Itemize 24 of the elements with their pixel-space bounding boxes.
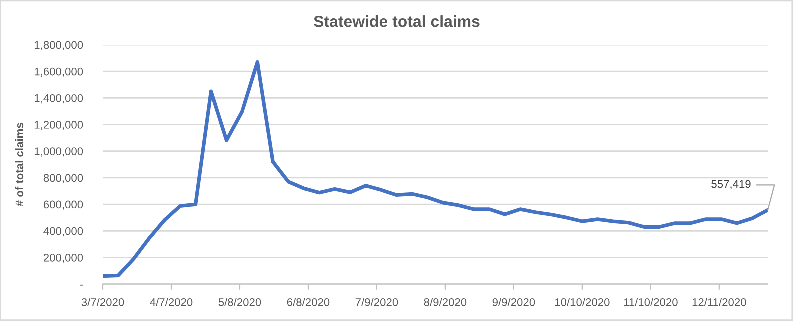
y-tick-label: 1,200,000 (34, 121, 84, 130)
y-tick-label: 200,000 (44, 254, 84, 264)
x-tick-label: 11/10/2020 (624, 298, 678, 306)
x-tick-label: 8/9/2020 (424, 298, 467, 306)
line-series (103, 60, 768, 278)
chart-title: Statewide total claims (314, 16, 480, 28)
x-tick-label: 12/11/2020 (692, 298, 746, 306)
x-tick-label: 5/8/2020 (218, 298, 262, 306)
y-tick-label: 400,000 (44, 227, 84, 237)
x-tick-label: 9/9/2020 (492, 298, 536, 306)
x-tick-label: 3/7/2020 (82, 298, 124, 306)
y-axis-title: # of total claims (15, 123, 24, 206)
y-tick-label: 1,800,000 (34, 41, 84, 50)
data-label: 557,419 (712, 180, 751, 190)
y-tick-label: 1,000,000 (34, 148, 84, 157)
y-tick-label: 1,600,000 (34, 68, 84, 78)
y-tick-label: 800,000 (44, 174, 84, 184)
x-tick-label: 6/8/2020 (287, 298, 330, 306)
y-tick-label: 1,400,000 (34, 94, 84, 104)
x-tick-label: 4/7/2020 (150, 298, 193, 306)
x-tick-label: 10/10/2020 (555, 298, 610, 306)
y-tick-label: - (80, 284, 84, 286)
x-tick-label: 7/9/2020 (356, 298, 398, 306)
y-tick-label: 600,000 (44, 200, 84, 210)
